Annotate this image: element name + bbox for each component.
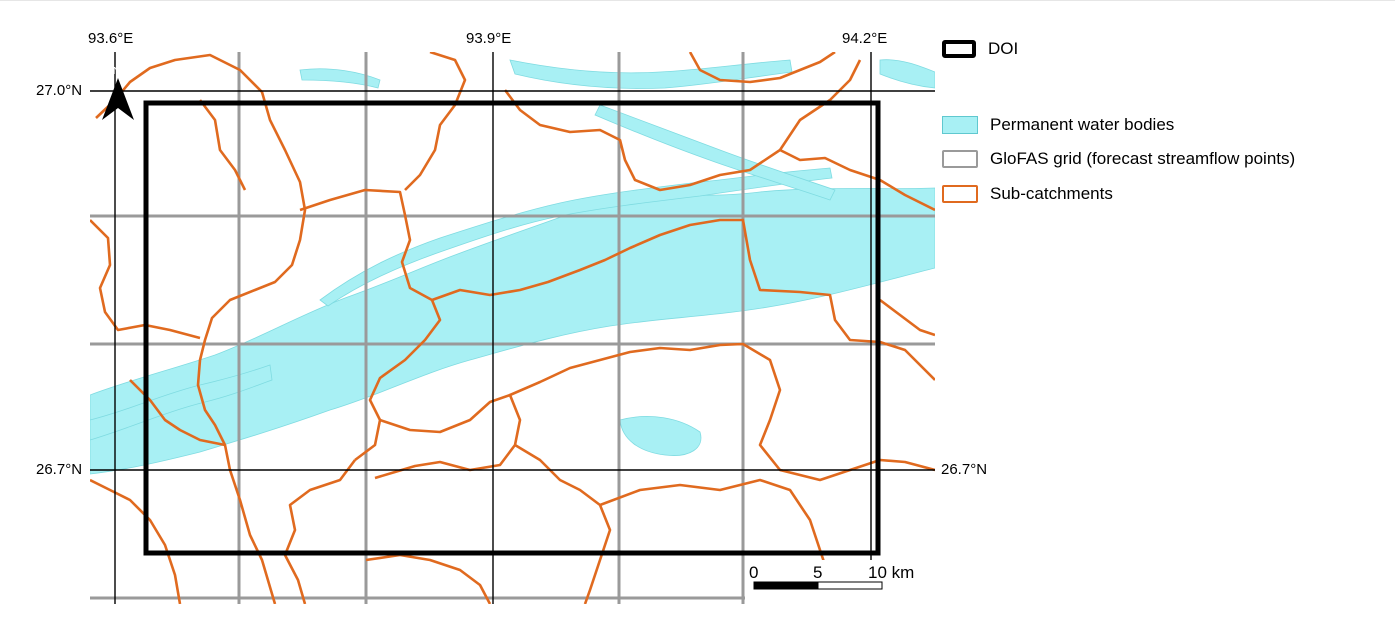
north-arrow	[102, 78, 134, 120]
water-patch-north-mid	[299, 68, 381, 89]
subcatchment-boundary	[374, 393, 522, 480]
legend-label-water: Permanent water bodies	[990, 115, 1175, 134]
legend-label-subcatchments: Sub-catchments	[990, 184, 1113, 203]
legend-item-water: Permanent water bodies	[942, 114, 1174, 136]
scale-bar-white-segment	[817, 581, 883, 590]
subcatchment-boundary	[198, 99, 247, 191]
legend-item-doi: DOI	[942, 38, 1018, 60]
legend-item-subcatchments: Sub-catchments	[942, 183, 1113, 205]
scale-label-5: 5	[813, 563, 823, 582]
legend-item-grid: GloFAS grid (forecast streamflow points)	[942, 148, 1295, 170]
lat-label-27-0-left: 27.0°N	[36, 82, 83, 99]
water-swatch-icon	[942, 116, 978, 134]
lat-label-26-7-right: 26.7°N	[941, 461, 988, 478]
scale-bar-black-segment	[753, 581, 819, 590]
legend-label-doi: DOI	[988, 39, 1019, 58]
river-branch-north-2	[594, 104, 836, 201]
subcatchment-boundary	[90, 219, 201, 340]
subcatchment-boundary	[688, 52, 836, 84]
subcatchment-boundary	[879, 298, 935, 337]
subcatchment-boundary	[404, 52, 467, 191]
lat-label-26-7-left: 26.7°N	[36, 461, 83, 478]
subcatchment-boundary	[283, 459, 357, 604]
subcatchment-boundary	[779, 148, 935, 212]
graticule-layer	[90, 52, 935, 604]
scale-label-0: 0	[749, 563, 759, 582]
subcatchment-swatch-icon	[942, 185, 978, 203]
main-river-channel	[90, 187, 935, 475]
water-patch-northeast	[879, 59, 935, 89]
north-arrow-icon	[102, 78, 134, 120]
subcatchment-boundary	[503, 59, 862, 192]
lon-label-93-6: 93.6°E	[88, 30, 134, 47]
river-branch-left	[90, 364, 273, 441]
scale-label-10km: 10 km	[868, 563, 915, 582]
subcatchments-layer	[90, 52, 935, 604]
lon-label-94-2: 94.2°E	[842, 30, 888, 47]
glofas-grid-layer	[90, 52, 935, 604]
subcatchment-boundary	[95, 53, 307, 604]
doi-rectangle	[143, 100, 881, 556]
scale-bar	[745, 560, 935, 604]
subcatchment-boundary	[90, 478, 182, 604]
subcatchment-boundary	[365, 553, 492, 604]
water-bodies-layer	[90, 59, 935, 475]
north-arrow-label: N	[113, 66, 121, 77]
legend-label-grid: GloFAS grid (forecast streamflow points)	[990, 149, 1296, 168]
grid-swatch-icon	[942, 150, 978, 168]
lon-label-93-9: 93.9°E	[466, 30, 512, 47]
subcatchment-boundary	[431, 218, 935, 381]
water-patch-east	[619, 416, 702, 456]
doi-swatch-icon	[942, 40, 976, 58]
